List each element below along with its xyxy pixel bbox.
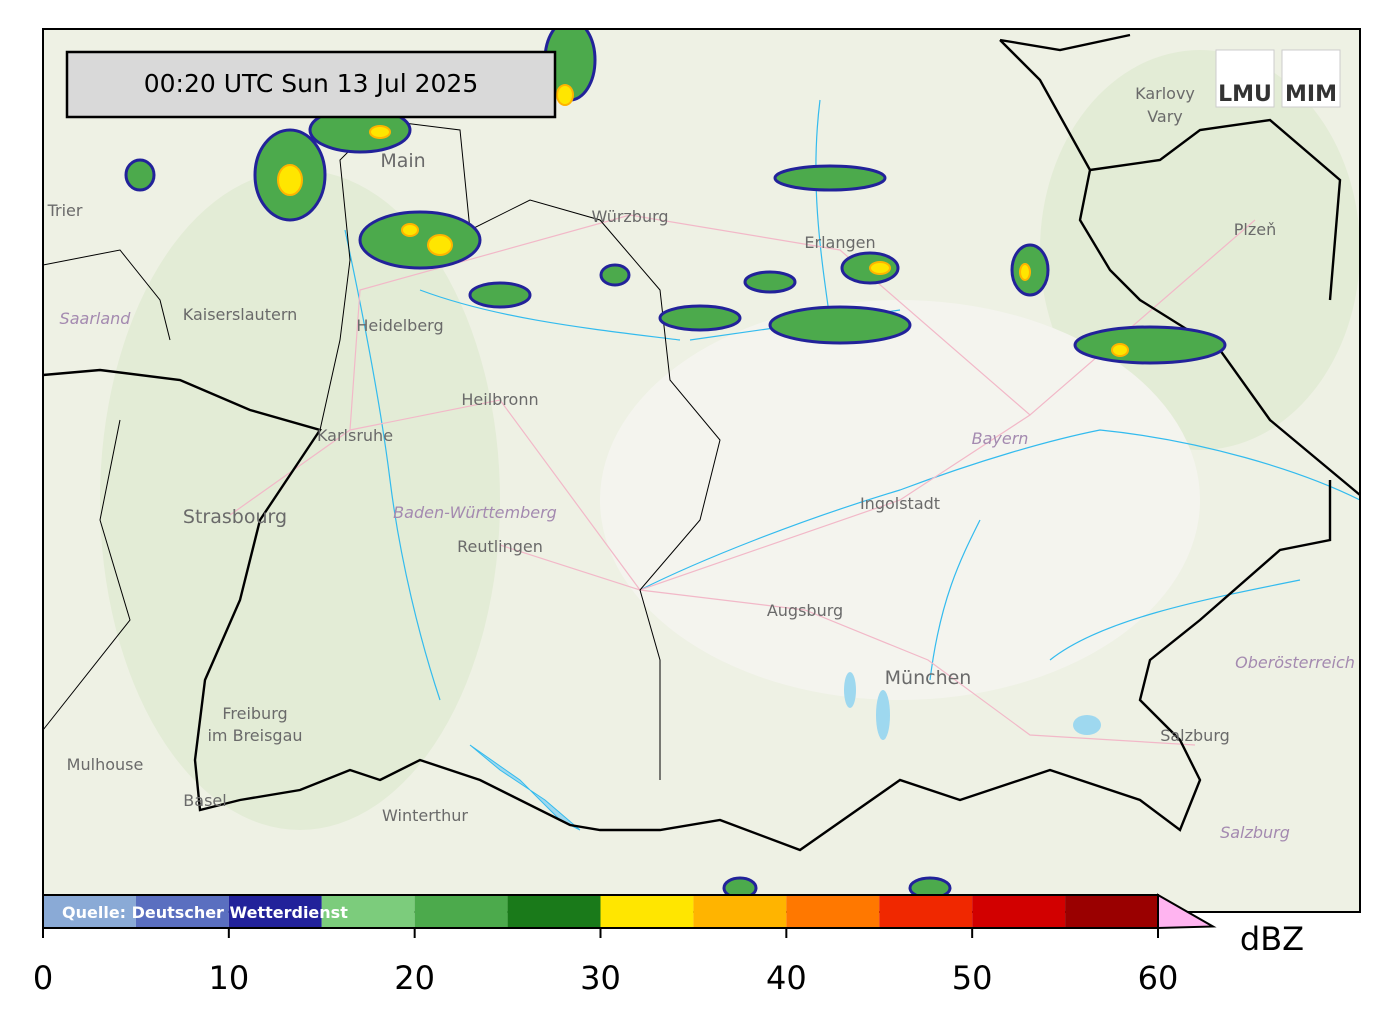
logo-text: MIM — [1285, 82, 1337, 107]
logo — [1215, 49, 1275, 108]
colorbar-segment — [414, 895, 508, 928]
place-label: Bayern — [972, 429, 1029, 448]
colorbar-segment — [228, 895, 322, 928]
colorbar-segment — [879, 895, 973, 928]
place-label: Reutlingen — [457, 537, 543, 556]
tick-label: 40 — [766, 959, 807, 997]
tick-label: 20 — [394, 959, 435, 997]
colorbar-segment — [972, 895, 1066, 928]
place-label: Karlsruhe — [317, 426, 393, 445]
colorbar-segment — [1065, 895, 1158, 928]
place-label: Ingolstadt — [860, 494, 940, 513]
tick-label: 0 — [33, 959, 53, 997]
colorbar-segment — [321, 895, 415, 928]
place-label: Mulhouse — [67, 755, 144, 774]
place-label: Baden-Württemberg — [393, 503, 557, 522]
tick-label: 60 — [1138, 959, 1179, 997]
place-label: Freiburg — [222, 704, 287, 723]
colorbar-unit: dBZ — [1240, 920, 1304, 958]
basemap: Karlovy Vary Plzeň Main Trier Würzburg E… — [43, 29, 1360, 912]
logo-text: LMU — [1218, 82, 1272, 107]
colorbar-segment — [786, 895, 880, 928]
colorbar-segment — [135, 895, 229, 928]
place-label: Augsburg — [767, 601, 843, 620]
place-label: Kaiserslautern — [183, 305, 298, 324]
place-label: Erlangen — [804, 233, 875, 252]
colorbar-segment — [693, 895, 787, 928]
tick-label: 30 — [580, 959, 621, 997]
place-label: Würzburg — [591, 207, 668, 226]
logo — [1281, 49, 1341, 108]
place-label: Strasbourg — [183, 506, 287, 528]
place-label: Salzburg — [1220, 823, 1290, 842]
radar-echoes — [124, 29, 1227, 900]
place-label: im Breisgau — [207, 726, 302, 745]
tick-label: 10 — [208, 959, 249, 997]
place-label: Winterthur — [382, 806, 468, 825]
timestamp: 00:20 UTC Sun 13 Jul 2025 — [144, 69, 479, 98]
place-label: Saarland — [60, 309, 132, 328]
colorbar-segment — [43, 895, 136, 928]
place-label: Karlovy — [1135, 84, 1195, 103]
place-label: Plzeň — [1234, 220, 1276, 239]
place-label: Main — [380, 150, 425, 172]
place-label: München — [885, 667, 972, 689]
place-label: Basel — [183, 791, 226, 810]
place-label: Heilbronn — [461, 390, 538, 409]
place-label: Vary — [1147, 107, 1183, 126]
tick-label: 50 — [952, 959, 993, 997]
colorbar-segment — [507, 895, 601, 928]
place-label: Oberösterreich — [1235, 653, 1355, 672]
source-label: Quelle: Deutscher Wetterdienst — [62, 903, 348, 922]
colorbar-segment — [600, 895, 694, 928]
place-label: Trier — [47, 201, 83, 220]
place-label: Heidelberg — [356, 316, 443, 335]
timestamp-box — [65, 50, 557, 119]
colorbar: Quelle: Deutscher Wetterdienst 0 10 20 30 40 5… — [33, 893, 1304, 997]
place-label: Salzburg — [1160, 726, 1230, 745]
